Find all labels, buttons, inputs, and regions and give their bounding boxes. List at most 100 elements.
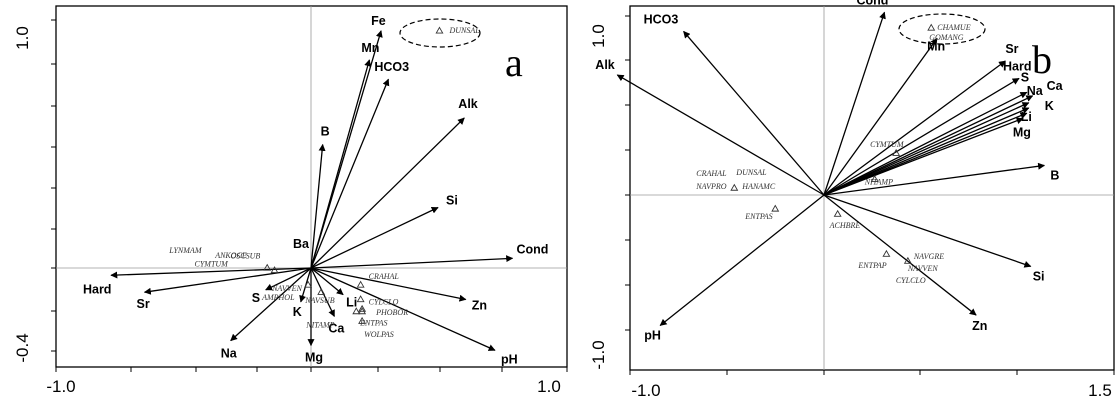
vector-arrow-mg-b [823,117,1024,196]
species-label-navgre-b: NAVGRE [913,252,944,261]
vector-arrow-ph-a [310,267,496,351]
vector-label-hco3-a: HCO3 [374,60,409,74]
species-label-dunsal-a: DUNSAL [448,26,480,35]
vector-arrow-ca-b [823,95,1034,196]
x-tick-label-a-max: 1.0 [537,377,561,396]
vector-label-alk-a: Alk [458,97,478,111]
vector-arrow-li-a [310,267,344,296]
species-marker-oscsub-a [270,266,279,274]
vector-label-mn-a: Mn [361,41,379,55]
vector-label-cond-b: Cond [856,0,888,7]
vector-label-ca-b: Ca [1047,79,1064,93]
vector-label-li-a: Li [346,296,357,310]
biplot-panel-a: -1.0 1.0 1.0 -0.4 a Fe Mn HCO3 Alk B Si Ba Cond… [13,5,568,396]
vector-label-li-b: Li [1021,110,1032,124]
species-marker-achbre-b [833,209,842,217]
species-label-entpas-b: ENTPAS [744,212,772,221]
x-tick-label-a-min: -1.0 [46,377,75,396]
vector-arrow-hard-b [823,77,1020,196]
vector-arrow-s-a [265,267,312,291]
y-tick-label-a-min: -0.4 [13,333,32,362]
vector-arrow-ph-b [659,194,825,327]
vector-label-k-b: K [1045,99,1054,113]
species-label-cylclo-a: CYLCLO [369,297,399,306]
y-ticks-b [625,15,630,331]
species-label-nitamp-a: NITAMP [305,321,334,330]
species-label-navven-b: NAVVEN [907,264,938,273]
vector-label-ph-a: pH [501,352,518,366]
vector-arrow-alk-a [310,117,465,269]
species-marker-dunsal-a [435,26,444,34]
vector-label-fe-a: Fe [371,14,386,28]
vector-label-zn-b: Zn [972,319,987,333]
species-label-cymtum-b: CYMTUM [870,140,905,149]
vector-arrow-mn-b [823,37,938,196]
species-label-hanamc-b: HANAMC [741,182,776,191]
species-label-oscsub-a: OSCSUB [231,251,261,260]
species-marker-ankoce-a [263,263,272,271]
vector-label-cond-a: Cond [516,242,548,256]
species-label-ankoce-a: ANKOCE [214,251,247,260]
vector-arrow-hco3-a [310,78,390,269]
species-marker-cymtum-b [892,148,901,156]
vector-label-ca-a: Ca [328,321,345,335]
vector-label-b-b: B [1050,168,1059,182]
highlight-ellipse-a [399,18,481,48]
species-marker-navgre-b [903,256,912,264]
vector-label-si-b: Si [1033,269,1045,283]
vector-arrow-si-b [823,194,1032,268]
species-label-navven-a: NAVVEN [271,284,302,293]
y-tick-label-a-max: 1.0 [13,26,32,50]
vector-label-mn-b: Mn [927,39,945,53]
species-label-lynmam-a: LYNMAM [168,246,203,255]
species-label-navpro-b: NAVPRO [695,182,726,191]
species-marker-navven-a [304,280,313,288]
x-tick-label-b-min: -1.0 [631,381,660,399]
vector-arrow-hard-a [110,267,312,279]
plot-frame-b [629,5,1115,371]
species-label-wolpas-a: WOLPAS [364,330,394,339]
species-label-crahal-a: CRAHAL [369,272,400,281]
vector-label-ba-a: Ba [293,237,310,251]
species-label-gomang-b: GOMANG [929,33,963,42]
vector-label-k-a: K [293,305,302,319]
vector-arrow-na-b [823,102,1030,196]
species-label-navsub-a: NAVSUB [304,296,334,305]
vector-arrow-na-a [230,267,312,342]
species-marker-cylclo-a [356,295,365,303]
vector-label-mg-a: Mg [305,350,323,364]
species-label-dunsal-b: DUNSAL [735,168,767,177]
vector-arrow-k-b [823,107,1030,196]
species-marker-nitamp-a [352,307,361,315]
species-marker-crahal-b [730,183,739,191]
species-marker-nitamp-b [870,175,879,182]
vector-label-s-b: S [1021,70,1029,84]
y-tick-label-b-min: -1.0 [589,340,608,369]
species-label-entpap-b: ENTPAP [857,261,886,270]
species-marker-entpap-b [882,249,891,257]
panel-letter-b: b [1032,37,1052,82]
vector-arrow-s-b [823,91,1028,196]
x-ticks-a [55,367,568,372]
species-label-cymtum-a: CYMTUM [195,259,230,268]
vector-arrow-b-b [823,162,1046,196]
highlight-ellipse-b [898,13,986,45]
species-marker-chamue-b [927,23,936,31]
vector-label-b-a: B [321,125,330,139]
biplot-panel-b: -1.0 1.5 1.0 -1.0 b CondMnHCO3AlkSrHardS… [589,0,1115,399]
panel-letter-a: a [505,40,523,85]
species-marker-entpas-b [771,204,780,212]
vector-arrow-alk-b [616,74,825,196]
vector-label-zn-a: Zn [472,298,487,312]
vector-arrow-b-a [310,143,326,269]
species-marker-phobor-a [358,304,367,312]
vector-label-ph-b: pH [644,329,661,343]
species-label-chamue-b: CHAMUE [937,23,970,32]
species-label-phobor-a: PHOBOR [375,308,408,317]
species-marker-crahal-a [356,280,365,288]
